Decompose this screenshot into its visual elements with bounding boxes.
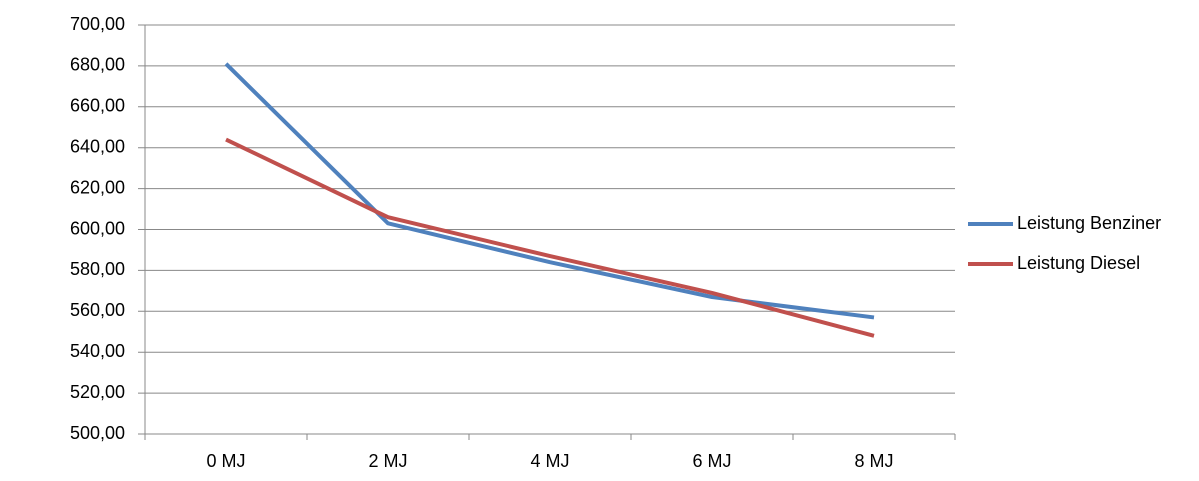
y-tick-label: 560,00 [70,300,125,320]
y-tick-label: 600,00 [70,218,125,238]
legend-label: Leistung Benziner [1017,213,1161,233]
y-tick-label: 640,00 [70,136,125,156]
y-tick-label: 540,00 [70,341,125,361]
x-tick-label: 4 MJ [530,451,569,471]
series-line [224,62,875,320]
series-line [225,137,875,338]
y-tick-label: 500,00 [70,423,125,443]
x-tick-label: 2 MJ [368,451,407,471]
y-tick-label: 680,00 [70,55,125,75]
y-tick-label: 520,00 [70,382,125,402]
y-tick-label: 620,00 [70,177,125,197]
legend-label: Leistung Diesel [1017,253,1140,273]
y-tick-label: 700,00 [70,14,125,34]
x-tick-label: 0 MJ [206,451,245,471]
x-tick-label: 8 MJ [854,451,893,471]
x-tick-label: 6 MJ [692,451,731,471]
y-tick-label: 580,00 [70,259,125,279]
y-tick-label: 660,00 [70,96,125,116]
